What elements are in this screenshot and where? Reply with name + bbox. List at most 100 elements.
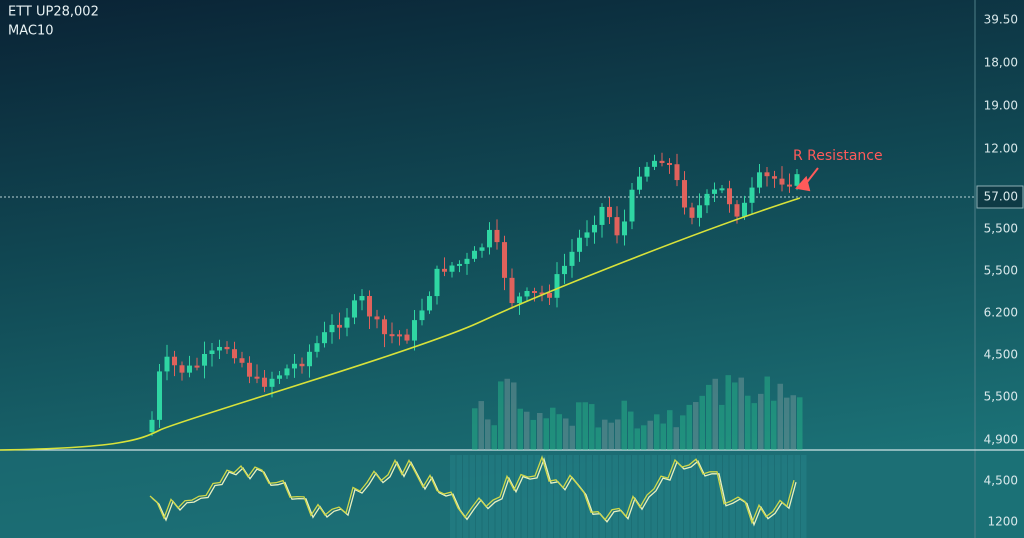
volume-bar (699, 395, 705, 450)
volume-bar (667, 410, 673, 450)
candle-body (622, 221, 627, 236)
oscillator-bar (638, 455, 644, 538)
oscillator-bar (541, 455, 547, 538)
symbol-label: ETT UP28,002 (8, 5, 99, 20)
candle-body (292, 363, 297, 369)
candle-body (674, 164, 680, 181)
annotation-arrow (795, 167, 819, 192)
candle-body (247, 362, 252, 377)
oscillator-bar (703, 455, 709, 538)
candle-body (172, 356, 177, 366)
oscillator-bar (606, 455, 612, 538)
candle-body (547, 292, 552, 298)
volume-bar (725, 375, 731, 450)
volume-bar (797, 397, 803, 450)
candle-body (637, 176, 642, 190)
candle-body (434, 268, 440, 297)
oscillator-bar (593, 455, 599, 538)
indicator-label: MAC10 (8, 24, 54, 39)
oscillator-line (151, 457, 797, 527)
candle-body (644, 166, 650, 177)
candle-body (584, 232, 590, 238)
candle-body (449, 265, 455, 272)
candle-body (487, 229, 492, 248)
candle-body (254, 376, 260, 379)
candle-body (374, 316, 380, 320)
candle-body (704, 193, 710, 206)
oscillator-bar (755, 455, 761, 538)
oscillator-bar (768, 455, 774, 538)
volume-bar (595, 427, 601, 450)
volume-bar (784, 397, 790, 450)
oscillator-bar (762, 455, 768, 538)
oscillator-bar (586, 455, 592, 538)
oscillator-bar (690, 455, 696, 538)
volume-bar (777, 383, 783, 450)
candle-body (779, 178, 785, 185)
oscillator-bar (502, 455, 508, 538)
volume-bar (472, 408, 478, 450)
candle-body (352, 300, 357, 318)
candle-body (689, 207, 695, 218)
price-tick-label: 6.200 (984, 306, 1018, 320)
price-tick-label: 5,500 (984, 390, 1018, 404)
candle-body (277, 375, 282, 379)
volume-bar (719, 404, 725, 450)
volume-bar (790, 395, 796, 450)
candle-body (697, 205, 702, 218)
candle-body (599, 206, 605, 225)
volume-bar (693, 402, 699, 450)
oscillator-bar (677, 455, 683, 538)
candle-body (562, 265, 567, 275)
candle-body (359, 296, 365, 301)
candle-body (224, 346, 230, 350)
candle-body (344, 317, 350, 328)
oscillator-bar (489, 455, 495, 538)
oscillator-bar (554, 455, 560, 538)
candle-body (472, 250, 477, 259)
candle-body (442, 268, 447, 272)
candle-body (659, 160, 665, 163)
candle-body (517, 296, 522, 304)
candle-body (479, 247, 485, 251)
candle-body (314, 343, 320, 352)
candle-body (284, 368, 290, 376)
candle-body (404, 334, 410, 341)
candle-body (554, 274, 560, 298)
price-tick-label: 19.00 (984, 99, 1018, 113)
oscillator-bar (671, 455, 677, 538)
candle-body (749, 187, 755, 203)
oscillator-bar (645, 455, 651, 538)
volume-bar (543, 418, 549, 450)
candle-body (149, 419, 155, 432)
volume-bar (751, 403, 757, 450)
volume-bar (758, 393, 764, 450)
volume-bar (485, 419, 491, 450)
candle-body (269, 378, 275, 387)
volume-bar (517, 408, 523, 450)
candle-body (532, 291, 537, 294)
candle-body (652, 160, 657, 167)
volume-bar (582, 402, 588, 450)
oscillator-bar (801, 455, 807, 538)
volume-bar (634, 428, 640, 450)
volume-bar (478, 401, 484, 450)
candle-body (157, 371, 162, 420)
candle-body (164, 356, 170, 372)
candle-body (419, 310, 425, 321)
candle-body (742, 202, 747, 217)
price-tick-label: 4,500 (984, 474, 1018, 488)
candles (0, 152, 819, 538)
oscillator-bar (567, 455, 573, 538)
candle-body (734, 204, 740, 217)
oscillator-bar (664, 455, 670, 538)
volume-bar (530, 419, 536, 450)
oscillator-bar (742, 455, 748, 538)
candle-body (389, 334, 395, 337)
oscillator-bar (469, 455, 475, 538)
price-tick-label: 5,500 (984, 264, 1018, 278)
oscillator-bar (651, 455, 657, 538)
candle-body (202, 354, 207, 366)
candle-body (607, 206, 612, 218)
